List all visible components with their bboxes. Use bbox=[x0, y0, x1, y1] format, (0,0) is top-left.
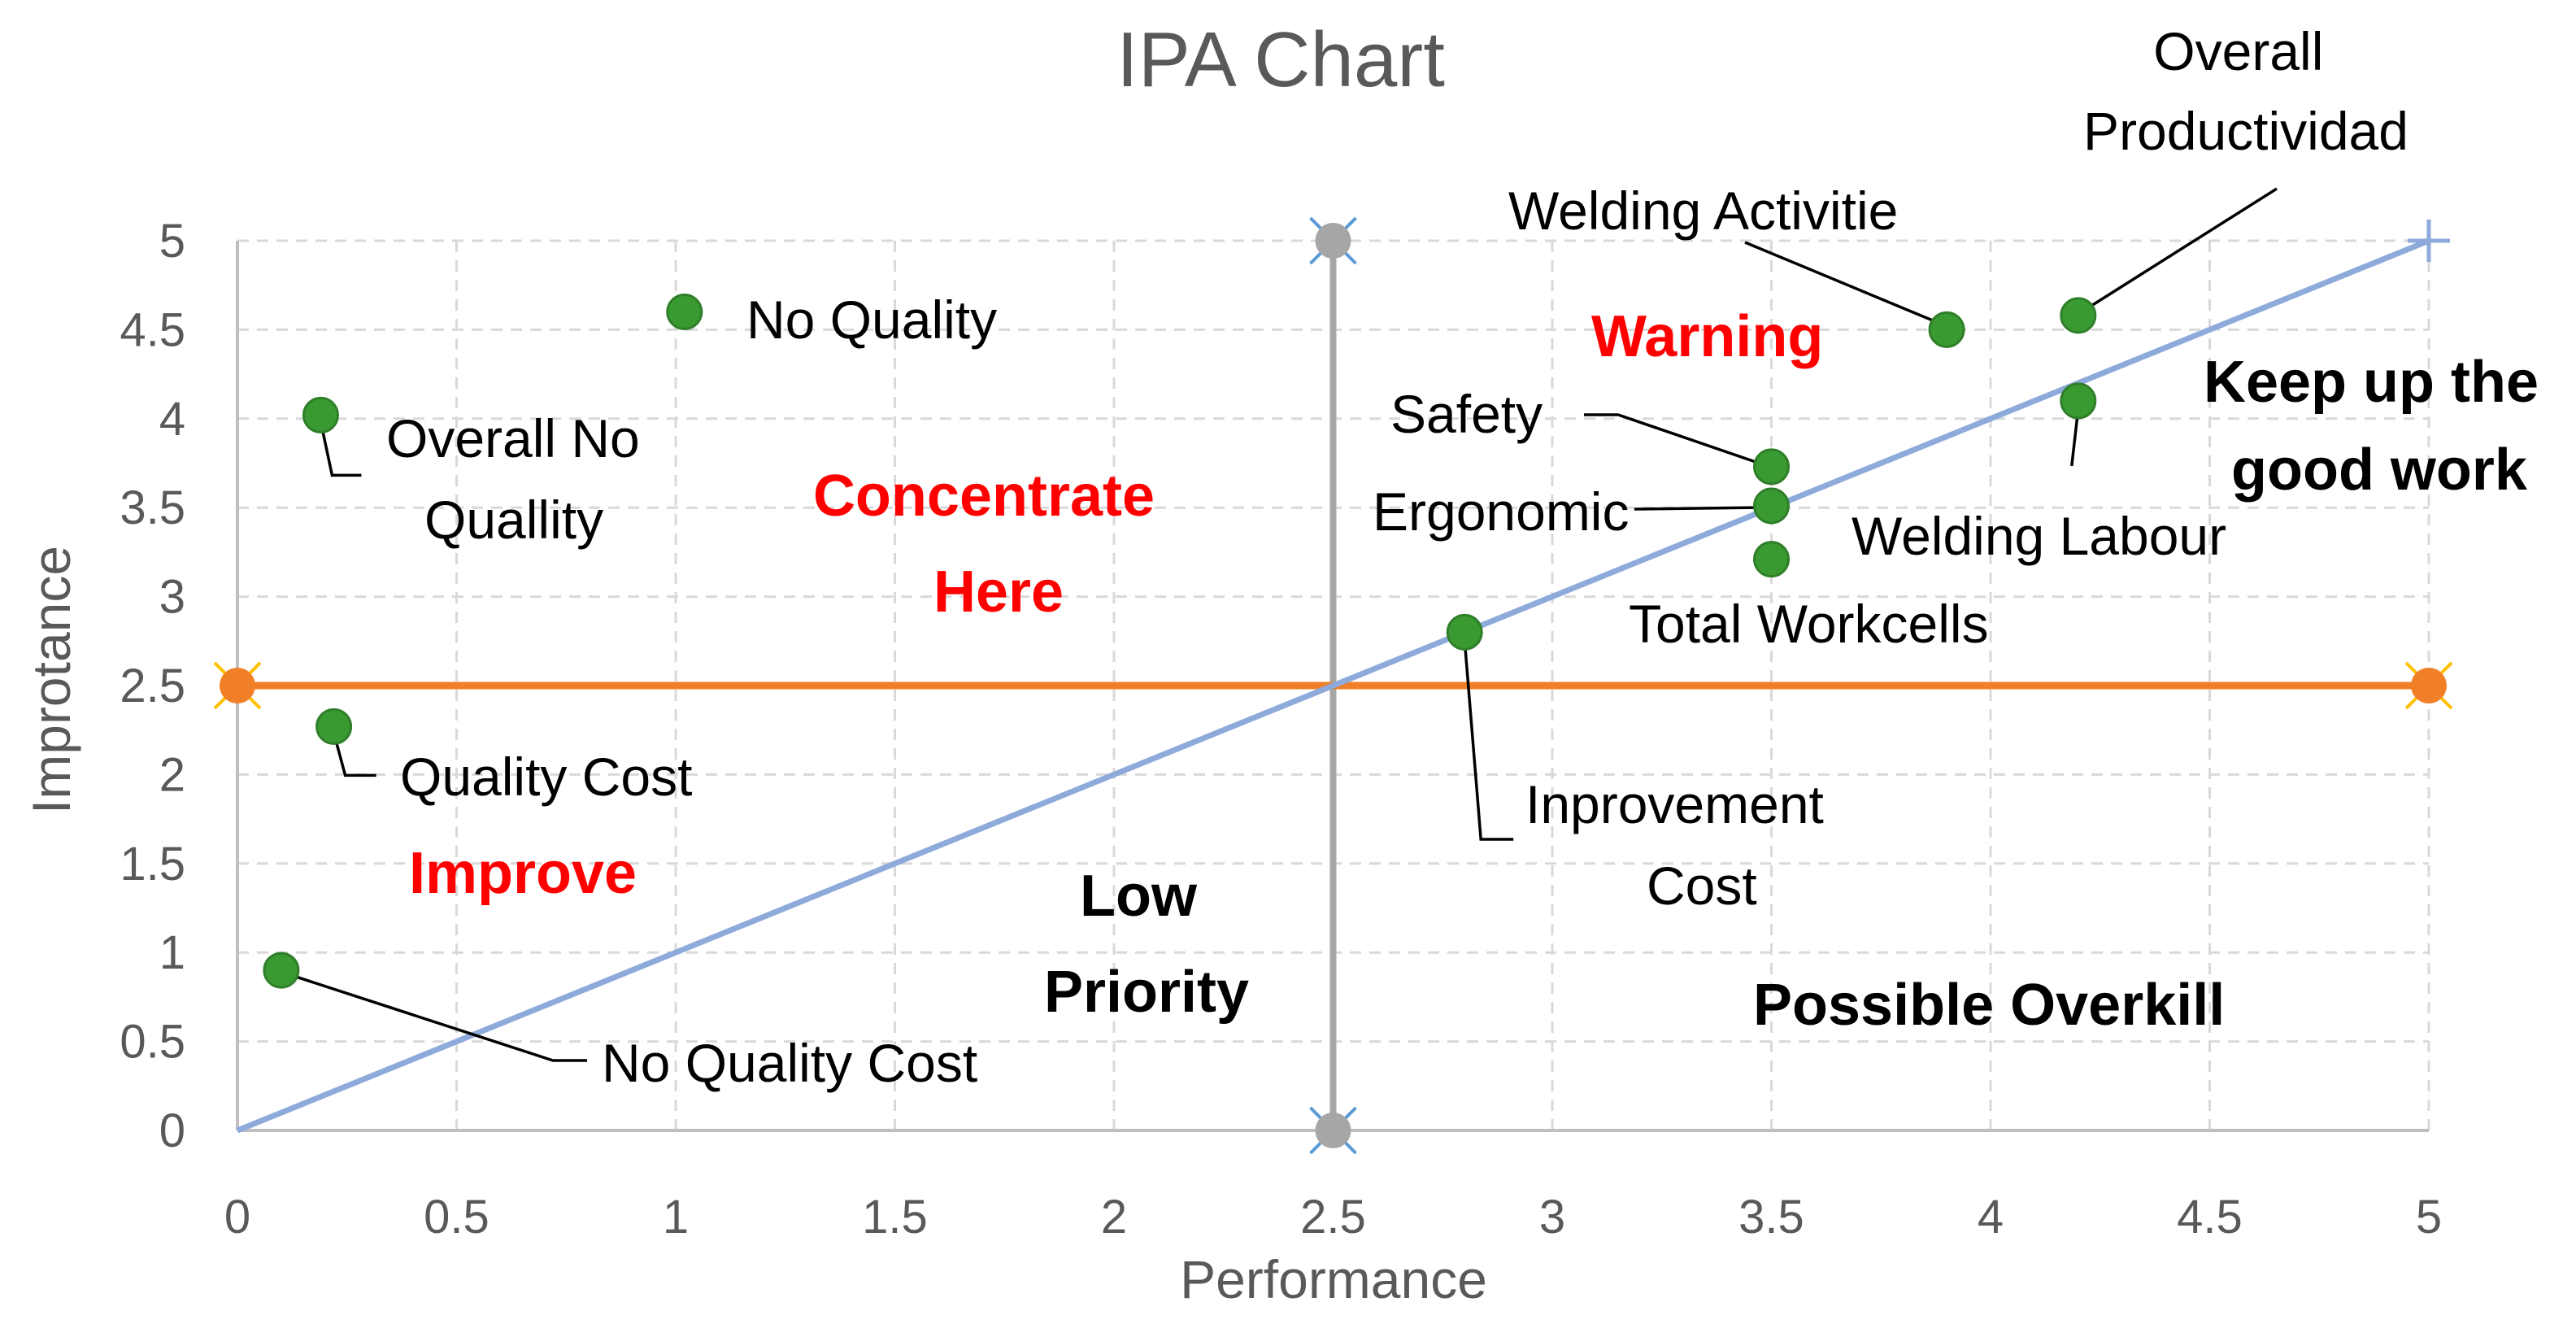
point-welding-labour bbox=[2060, 382, 2097, 420]
label-overall-no-quallity: Overall No Quallity bbox=[386, 408, 655, 550]
point-overall-productividad bbox=[2060, 297, 2097, 334]
data-points bbox=[263, 294, 2097, 989]
leader-overall-no-quallity bbox=[319, 421, 362, 477]
x-tick-labels: 0 0.5 1 1.5 2 2.5 3 3.5 4 4.5 5 bbox=[224, 1191, 2442, 1243]
label-overall-productividad-line2: Productividad bbox=[2083, 101, 2408, 161]
leader-quality-cost bbox=[332, 732, 376, 777]
leader-overall-productividad bbox=[2085, 187, 2278, 311]
y-tick-6: 3 bbox=[159, 571, 185, 624]
diagonal-reference-line bbox=[236, 237, 2430, 1134]
point-overall-no-quallity bbox=[302, 396, 339, 433]
label-ergonomic: Ergonomic bbox=[1373, 481, 1629, 542]
label-inprovement-cost: Inprovement Cost bbox=[1525, 774, 1838, 916]
label-total-workcells: Total Workcells bbox=[1629, 594, 1989, 654]
point-ergonomic bbox=[1753, 487, 1790, 525]
label-inprovement-cost-line1: Inprovement bbox=[1525, 774, 1824, 834]
quadrant-keep-up: Keep up the good work bbox=[2204, 350, 2555, 503]
y-tick-8: 4 bbox=[159, 393, 185, 446]
x-tick-6: 3 bbox=[1539, 1191, 1565, 1243]
label-welding-labour: Welding Labour bbox=[1852, 506, 2226, 566]
y-tick-10: 5 bbox=[159, 215, 185, 268]
quadrant-keep-up-line2: good work bbox=[2231, 438, 2528, 503]
label-quality-cost: Quality Cost bbox=[400, 747, 692, 807]
label-safety: Safety bbox=[1390, 384, 1543, 444]
quadrant-concentrate-here: Concentrate Here bbox=[813, 464, 1171, 625]
point-no-quality-cost bbox=[263, 952, 300, 989]
point-welding-activitie bbox=[1928, 311, 1965, 348]
x-tick-2: 1 bbox=[663, 1191, 689, 1243]
y-tick-labels: 0 0.5 1 1.5 2 2.5 3 3.5 4 4.5 5 bbox=[120, 215, 185, 1157]
vertical-line-top-marker bbox=[1315, 223, 1351, 259]
x-tick-8: 4 bbox=[1978, 1191, 2004, 1243]
quadrant-improve: Improve bbox=[409, 841, 637, 906]
label-welding-activitie: Welding Activitie bbox=[1508, 181, 1898, 241]
quadrant-concentrate-line1: Concentrate bbox=[813, 464, 1155, 529]
quadrant-warning: Warning bbox=[1591, 304, 1823, 369]
horizontal-line-right-marker bbox=[2411, 668, 2447, 703]
label-inprovement-cost-line2: Cost bbox=[1647, 856, 1757, 916]
label-overall-productividad: Overall Productividad bbox=[2083, 21, 2408, 161]
x-tick-3: 1.5 bbox=[862, 1191, 928, 1243]
point-safety bbox=[1753, 448, 1790, 486]
y-tick-9: 4.5 bbox=[120, 303, 185, 356]
quadrant-possible-overkill: Possible Overkill bbox=[1753, 973, 2225, 1038]
point-total-workcells bbox=[1753, 541, 1790, 578]
label-leader-lines bbox=[285, 187, 2278, 1062]
quadrant-low-priority-line1: Low bbox=[1080, 864, 1198, 929]
label-overall-productividad-line1: Overall bbox=[2153, 21, 2323, 81]
x-tick-1: 0.5 bbox=[424, 1191, 490, 1243]
x-tick-10: 5 bbox=[2416, 1191, 2442, 1243]
leader-welding-activitie bbox=[1744, 241, 1936, 324]
y-tick-7: 3.5 bbox=[120, 481, 185, 534]
x-tick-5: 2.5 bbox=[1300, 1191, 1366, 1243]
chart-title: IPA Chart bbox=[1116, 16, 1445, 103]
horizontal-line-left-marker bbox=[220, 668, 255, 703]
leader-ergonomic bbox=[1634, 506, 1764, 511]
point-inprovement-cost bbox=[1446, 613, 1483, 651]
x-tick-0: 0 bbox=[224, 1191, 250, 1243]
point-no-quality bbox=[666, 294, 703, 331]
label-no-quality: No Quality bbox=[746, 290, 997, 350]
x-axis-title: Performance bbox=[1180, 1249, 1487, 1309]
quadrant-keep-up-line1: Keep up the bbox=[2204, 350, 2539, 415]
y-tick-5: 2.5 bbox=[120, 660, 185, 712]
label-no-quality-cost: No Quality Cost bbox=[602, 1033, 977, 1093]
label-overall-no-quallity-line1: Overall No bbox=[386, 408, 640, 468]
quadrant-concentrate-line2: Here bbox=[933, 560, 1064, 625]
label-overall-no-quallity-line2: Quallity bbox=[424, 490, 603, 550]
leader-no-quality-cost bbox=[285, 972, 587, 1062]
y-tick-3: 1.5 bbox=[120, 838, 185, 891]
reference-lines bbox=[213, 216, 2453, 1155]
y-tick-4: 2 bbox=[159, 748, 185, 801]
x-tick-7: 3.5 bbox=[1738, 1191, 1804, 1243]
vertical-line-bottom-marker bbox=[1315, 1113, 1351, 1148]
y-tick-1: 0.5 bbox=[120, 1016, 185, 1069]
x-tick-9: 4.5 bbox=[2177, 1191, 2243, 1243]
quadrant-low-priority: Low Priority bbox=[1044, 864, 1249, 1025]
x-tick-4: 2 bbox=[1101, 1191, 1127, 1243]
leader-inprovement-cost bbox=[1463, 640, 1514, 841]
y-tick-2: 1 bbox=[159, 926, 185, 979]
point-quality-cost bbox=[315, 708, 353, 745]
y-axis-title: Improtance bbox=[21, 546, 81, 814]
leader-safety bbox=[1584, 413, 1761, 465]
y-tick-0: 0 bbox=[159, 1104, 185, 1157]
quadrant-low-priority-line2: Priority bbox=[1044, 960, 1249, 1025]
